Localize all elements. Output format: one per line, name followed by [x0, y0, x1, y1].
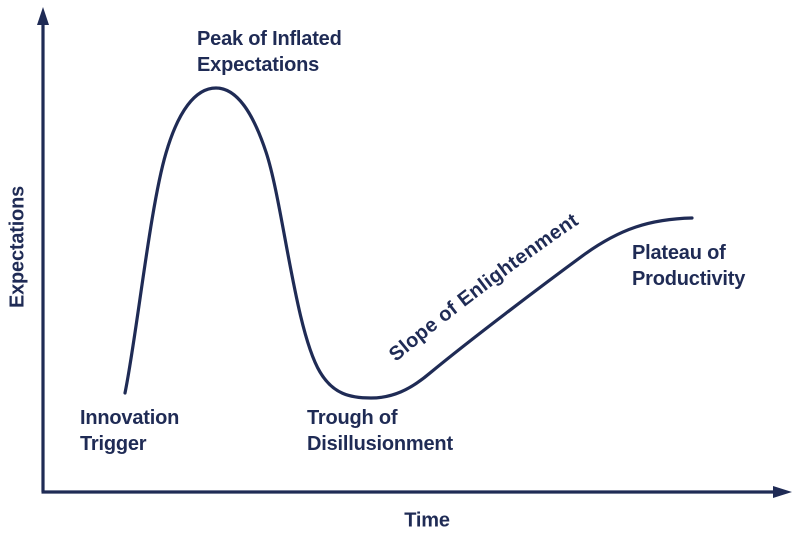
y-axis-title: Expectations	[6, 185, 29, 309]
arrow-right-icon	[773, 486, 792, 498]
x-axis-title: Time	[404, 509, 450, 532]
arrow-up-icon	[37, 7, 49, 25]
stage-label-slope-of-enlightenment: Slope of Enlightenment	[385, 209, 583, 366]
stage-label-innovation-trigger: Innovation Trigger	[80, 407, 180, 455]
stage-label-peak-of-inflated-expectations: Peak of Inflated Expectations	[197, 28, 342, 76]
stage-label-trough-of-disillusionment: Trough of Disillusionment	[307, 407, 453, 455]
stage-label-plateau-of-productivity: Plateau of Productivity	[632, 242, 746, 290]
hype-curve	[123, 86, 694, 400]
